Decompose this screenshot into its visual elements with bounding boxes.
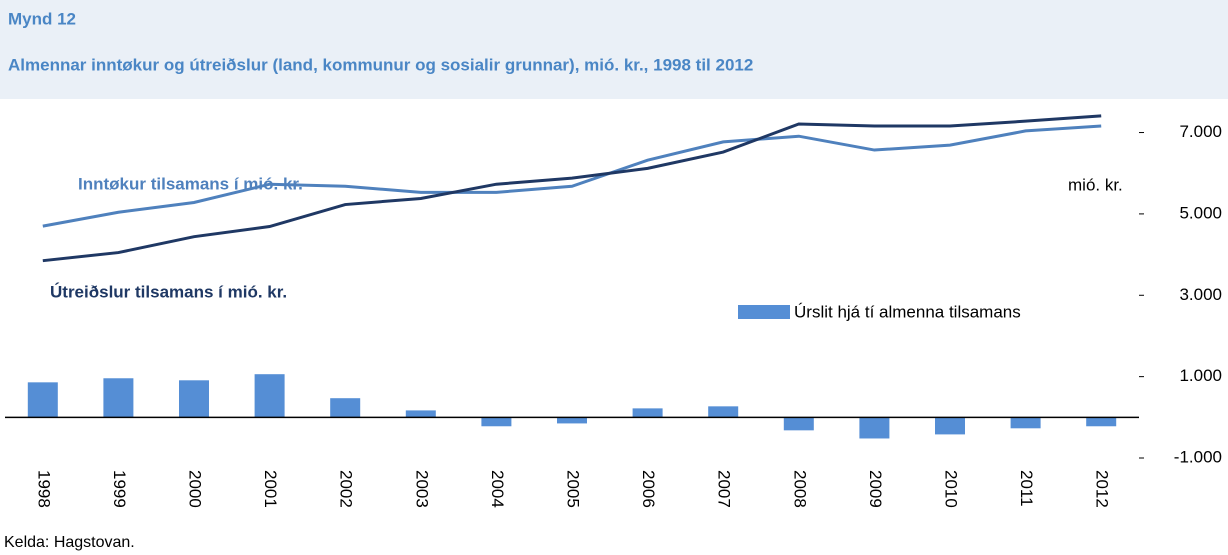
line [42,124,1102,228]
bar [1010,417,1041,429]
bar [783,417,814,431]
bar [557,417,587,424]
legend-swatch [738,305,790,319]
x-tick-label: 2012 [1093,470,1112,508]
x-tick-label: 2010 [942,470,961,508]
chart-title: Almennar inntøkur og útreiðslur (land, k… [8,55,753,74]
x-tick-label: 2009 [866,470,885,508]
legend-label: Úrslit hjá tí almenna tilsamans [794,302,1021,321]
x-tick-label: 2011 [1017,470,1036,507]
bar [1086,417,1117,427]
bar [27,382,58,418]
x-tick-label: 2007 [715,470,734,508]
bar [179,380,209,418]
x-tick-label: 1999 [110,470,129,508]
x-tick-label: 2001 [261,470,280,508]
series-label: Inntøkur tilsamans í mió. kr. [78,174,303,193]
bar [859,417,890,439]
header-background [0,0,1228,99]
bar [708,406,739,418]
source: Kelda: Hagstovan. [4,534,135,551]
x-tick-label: 2003 [412,470,431,508]
bar [481,417,512,427]
unit-label: mió. kr. [1068,175,1123,194]
x-tick-label: 2008 [790,470,809,508]
x-tick-label: 2005 [564,470,583,508]
x-tick-label: 1998 [34,470,53,508]
x-tick-label: 2002 [337,470,356,508]
y-tick-label: 7.000 [1179,122,1222,141]
y-tick-label: 1.000 [1179,366,1222,385]
bar [103,378,134,418]
bar [405,410,436,418]
series-label: Útreiðslur tilsamans í mió. kr. [50,282,287,301]
y-tick-label: -1.000 [1174,447,1222,466]
line [42,114,1102,263]
bar [935,417,965,435]
y-tick-label: 5.000 [1179,203,1222,222]
y-tick-label: 3.000 [1179,285,1222,304]
x-tick-label: 2000 [186,470,205,508]
bar [254,374,285,418]
bar [330,398,361,418]
figure-label: Mynd 12 [8,9,76,28]
x-tick-label: 2006 [639,470,658,508]
x-tick-label: 2004 [488,470,507,508]
bar [632,408,663,418]
